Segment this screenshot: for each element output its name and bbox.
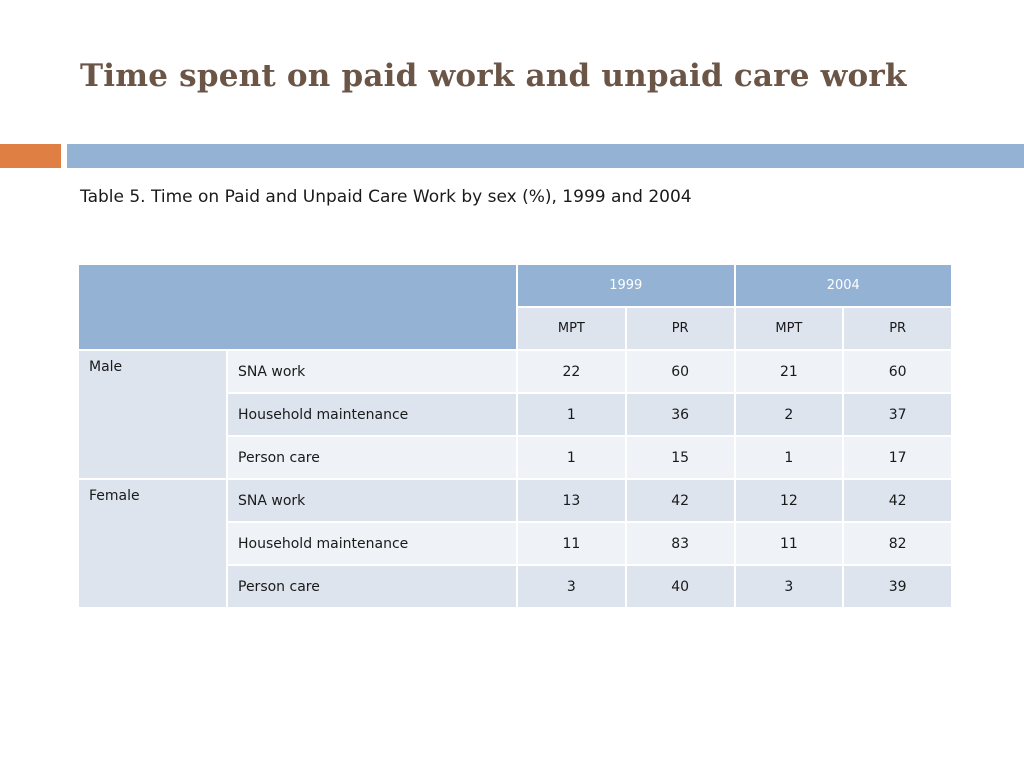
value-cell: 11: [733, 521, 845, 566]
accent-bar: [0, 144, 61, 168]
activity-label: Person care: [226, 564, 518, 609]
header-pr-1999: PR: [624, 306, 736, 351]
value-cell: 37: [842, 392, 953, 437]
activity-label: SNA work: [226, 478, 518, 523]
table-row: Male SNA work 22 60 21 60: [77, 349, 953, 480]
value-cell: 42: [624, 478, 736, 523]
row-group-label-female: Female: [77, 478, 228, 609]
table-row: Person care 1 15 1 17: [78, 435, 953, 480]
header-mpt-2004: MPT: [733, 306, 845, 351]
value-cell: 83: [624, 521, 736, 566]
value-cell: 1: [516, 435, 627, 480]
value-cell: 60: [624, 349, 736, 394]
activity-label: Household maintenance: [226, 392, 518, 437]
value-cell: 60: [842, 349, 953, 394]
value-cell: 3: [733, 564, 845, 609]
value-cell: 22: [516, 349, 627, 394]
header-pr-2004: PR: [842, 306, 953, 351]
activity-label: Person care: [226, 435, 518, 480]
value-cell: 12: [733, 478, 845, 523]
header-mpt-1999: MPT: [516, 306, 627, 351]
activity-label: Household maintenance: [226, 521, 518, 566]
value-cell: 42: [842, 478, 953, 523]
header-row-years: 1999 2004: [77, 263, 953, 351]
value-cell: 3: [516, 564, 627, 609]
value-cell: 36: [624, 392, 736, 437]
value-cell: 1: [733, 435, 845, 480]
table-row: Household maintenance 11 83 11 82: [78, 521, 953, 566]
value-cell: 11: [516, 521, 627, 566]
value-cell: 13: [516, 478, 627, 523]
row-group-label-male: Male: [77, 349, 228, 480]
value-cell: 17: [842, 435, 953, 480]
slide-title: Time spent on paid work and unpaid care …: [80, 58, 907, 94]
table-caption: Table 5. Time on Paid and Unpaid Care Wo…: [80, 187, 692, 207]
value-cell: 40: [624, 564, 736, 609]
table-row: Household maintenance 1 36 2 37: [78, 392, 953, 437]
activity-label: SNA work: [226, 349, 518, 394]
header-year-1999: 1999: [516, 263, 736, 308]
header-row-measures: MPT PR MPT PR: [78, 306, 953, 351]
value-cell: 39: [842, 564, 953, 609]
header-corner: [77, 263, 518, 351]
value-cell: 15: [624, 435, 736, 480]
header-year-2004: 2004: [733, 263, 953, 308]
table-row: Female SNA work 13 42 12 42: [77, 478, 953, 609]
value-cell: 1: [516, 392, 627, 437]
header-band: [67, 144, 1024, 168]
table-row: Person care 3 40 3 39: [78, 564, 953, 609]
value-cell: 21: [733, 349, 845, 394]
value-cell: 2: [733, 392, 845, 437]
data-table: 1999 2004 MPT PR MPT PR Male SNA work 22…: [77, 263, 953, 609]
value-cell: 82: [842, 521, 953, 566]
